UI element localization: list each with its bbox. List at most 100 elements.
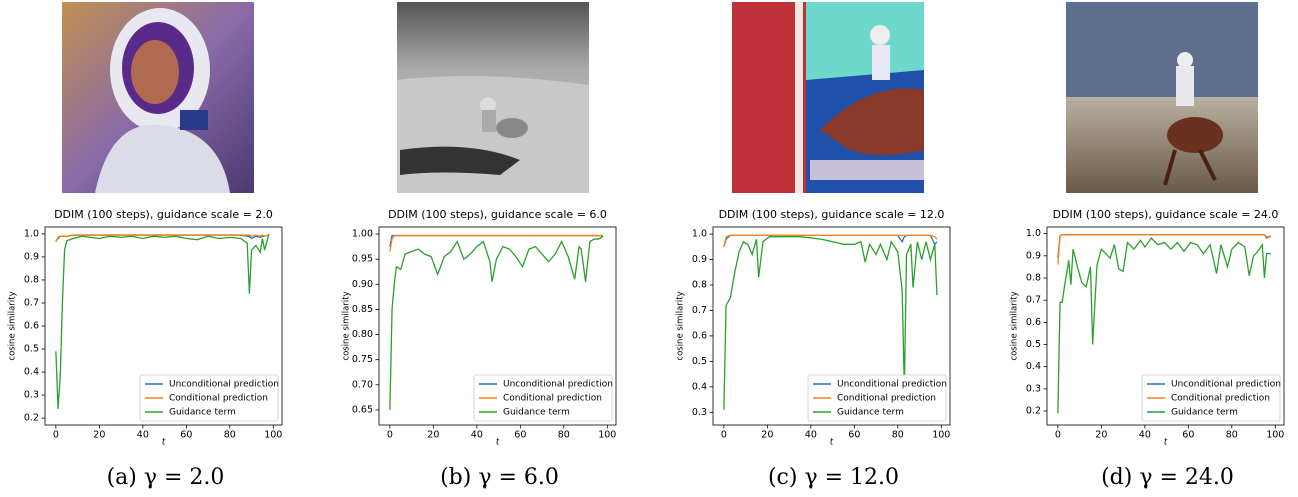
series-line	[55, 234, 270, 243]
x-axis-label: t	[830, 438, 834, 448]
x-tick-label: 40	[1139, 430, 1151, 441]
y-tick-label: 0.3	[24, 390, 39, 401]
x-tick-label: 80	[558, 430, 570, 441]
y-tick-label: 0.6	[1026, 317, 1041, 328]
x-axis-label: t	[1164, 438, 1168, 448]
chart-title: DDIM (100 steps), guidance scale = 2.0	[54, 208, 273, 221]
legend-label: Conditional prediction	[503, 394, 602, 404]
y-axis-label: cosine similarity	[8, 291, 18, 360]
y-tick-label: 0.8	[1026, 272, 1041, 283]
chart: DDIM (100 steps), guidance scale = 6.0 (b…	[342, 208, 617, 490]
y-tick-label: 0.5	[1026, 339, 1041, 350]
y-tick-label: 0.6	[692, 330, 707, 341]
y-tick-label: 0.2	[1026, 406, 1041, 417]
y-tick-label: 1.00	[352, 229, 373, 240]
legend-label: Guidance term	[503, 408, 570, 418]
y-tick-label: 0.8	[692, 280, 707, 291]
x-tick-label: 60	[848, 430, 860, 441]
x-tick-label: 80	[892, 430, 904, 441]
y-tick-label: 0.9	[24, 251, 39, 262]
caption: (d) γ = 24.0	[1101, 465, 1234, 490]
y-tick-label: 0.7	[1026, 295, 1041, 306]
y-tick-label: 0.9	[692, 254, 707, 265]
series-line	[55, 233, 270, 409]
chart-title: DDIM (100 steps), guidance scale = 24.0	[1053, 208, 1279, 221]
legend-box	[473, 374, 613, 422]
series-line	[723, 234, 938, 247]
plot-frame	[1046, 226, 1285, 426]
caption: (b) γ = 6.0	[440, 465, 559, 490]
x-tick-label: 0	[53, 430, 59, 441]
legend-label: Unconditional prediction	[169, 380, 279, 390]
y-tick-label: 0.8	[24, 274, 39, 285]
series-line	[1057, 234, 1272, 259]
y-tick-label: 0.4	[692, 381, 707, 392]
series-line	[389, 234, 603, 252]
y-tick-label: 0.4	[1026, 361, 1041, 372]
series-line	[1057, 237, 1271, 414]
x-tick-label: 20	[761, 430, 773, 441]
x-tick-label: 0	[1055, 430, 1061, 441]
y-tick-label: 0.6	[24, 321, 39, 332]
y-tick-label: 0.95	[352, 254, 373, 265]
x-axis-label: t	[496, 438, 500, 448]
y-tick-label: 0.75	[352, 354, 373, 365]
x-tick-label: 60	[180, 430, 192, 441]
x-tick-label: 100	[1266, 430, 1284, 441]
y-tick-label: 0.80	[352, 329, 373, 340]
chart-title: DDIM (100 steps), guidance scale = 12.0	[719, 208, 945, 221]
y-tick-label: 1.0	[1026, 228, 1041, 239]
legend-label: Unconditional prediction	[1171, 380, 1281, 390]
legend-label: Guidance term	[837, 408, 904, 418]
x-tick-label: 40	[137, 430, 149, 441]
y-tick-label: 0.3	[1026, 383, 1041, 394]
x-axis-label: t	[162, 438, 166, 448]
x-tick-label: 0	[721, 430, 727, 441]
plot-frame	[378, 226, 617, 426]
y-tick-label: 0.9	[1026, 250, 1041, 261]
x-tick-label: 40	[805, 430, 817, 441]
legend-label: Guidance term	[1171, 408, 1238, 418]
chart: DDIM (100 steps), guidance scale = 24.0 (…	[1010, 208, 1285, 490]
y-tick-label: 0.7	[692, 305, 707, 316]
x-tick-label: 20	[427, 430, 439, 441]
y-tick-label: 1.0	[24, 228, 39, 239]
plot-frame	[712, 226, 951, 426]
y-axis-label: cosine similarity	[676, 291, 686, 360]
x-tick-label: 80	[1226, 430, 1238, 441]
legend-box	[139, 374, 279, 422]
x-tick-label: 100	[264, 430, 282, 441]
legend-box	[1141, 374, 1281, 422]
series-line	[723, 236, 938, 410]
chart: DDIM (100 steps), guidance scale = 2.0 (a…	[8, 208, 283, 490]
legend-label: Conditional prediction	[1171, 394, 1270, 404]
legend-box	[807, 374, 947, 422]
x-tick-label: 100	[932, 430, 950, 441]
plot-frame	[44, 226, 283, 426]
y-tick-label: 0.70	[352, 379, 373, 390]
x-tick-label: 20	[1095, 430, 1107, 441]
legend-label: Conditional prediction	[169, 394, 268, 404]
caption: (a) γ = 2.0	[107, 465, 225, 490]
y-tick-label: 0.2	[24, 413, 39, 424]
chart: DDIM (100 steps), guidance scale = 12.0 (…	[676, 208, 951, 490]
series-line	[1057, 234, 1272, 265]
x-tick-label: 100	[598, 430, 616, 441]
y-tick-label: 0.4	[24, 367, 39, 378]
image-d	[1066, 2, 1258, 193]
y-tick-label: 0.5	[24, 344, 39, 355]
legend-label: Unconditional prediction	[503, 380, 613, 390]
y-tick-label: 0.3	[692, 407, 707, 418]
y-tick-label: 0.65	[352, 404, 373, 415]
x-tick-label: 0	[387, 430, 393, 441]
legend-label: Guidance term	[169, 408, 236, 418]
image-b	[397, 2, 589, 193]
image-c	[732, 2, 924, 193]
y-tick-label: 0.7	[24, 297, 39, 308]
series-line	[389, 234, 604, 247]
legend-label: Unconditional prediction	[837, 380, 947, 390]
legend-label: Conditional prediction	[837, 394, 936, 404]
image-a	[62, 2, 254, 193]
x-tick-label: 20	[93, 430, 105, 441]
